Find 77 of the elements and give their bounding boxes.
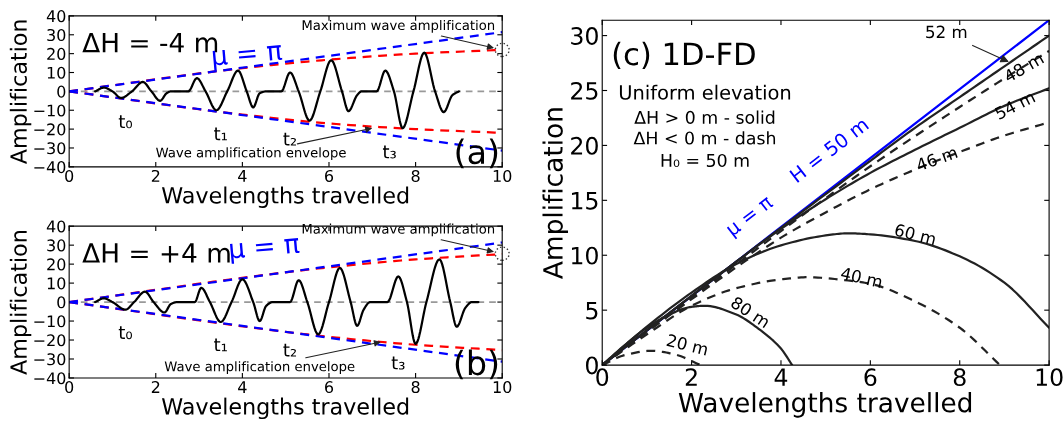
y-tick-label: 30 bbox=[47, 239, 66, 252]
annotation: 52 m bbox=[926, 25, 967, 39]
annotation: 46 m bbox=[915, 145, 958, 172]
annotation: t₃ bbox=[391, 356, 405, 370]
y-tick-label: 20 bbox=[47, 258, 66, 271]
annotation: t₃ bbox=[382, 145, 396, 159]
annotation: (a) bbox=[456, 138, 498, 169]
annotation: 60 m bbox=[894, 223, 937, 246]
y-tick-label: 40 bbox=[46, 220, 66, 233]
y-tick-label: 30 bbox=[47, 28, 66, 42]
y-tick-label: 5 bbox=[586, 301, 598, 320]
annotation: 48 m bbox=[1002, 51, 1045, 83]
x-axis-title: Wavelengths travelled bbox=[161, 186, 409, 208]
y-axis-title: Amplification bbox=[9, 20, 32, 165]
x-tick-label: 10 bbox=[1036, 368, 1063, 387]
y-tick-label: 10 bbox=[47, 277, 66, 290]
y-axis-title: Amplification bbox=[9, 231, 32, 375]
annotation: μ = π bbox=[230, 238, 301, 264]
y-tick-label: −20 bbox=[34, 334, 66, 347]
y-axis-title: Amplification bbox=[542, 108, 569, 279]
y-tick-label: 0 bbox=[57, 296, 66, 309]
annotation: Wave amplification envelope bbox=[156, 147, 346, 161]
annotation: 54 m bbox=[994, 90, 1036, 120]
x-axis-title: Wavelengths travelled bbox=[161, 397, 409, 420]
x-tick-label: 6 bbox=[325, 381, 334, 394]
annotation: t₀ bbox=[118, 115, 132, 129]
x-tick-label: 10 bbox=[493, 169, 512, 182]
y-tick-label: 20 bbox=[47, 47, 66, 60]
y-tick-label: 0 bbox=[57, 85, 66, 98]
x-tick-label: 0 bbox=[65, 381, 74, 394]
x-tick-label: 2 bbox=[685, 368, 697, 386]
x-tick-label: 8 bbox=[411, 169, 420, 182]
x-tick-label: 8 bbox=[411, 381, 420, 394]
y-tick-label: 25 bbox=[571, 81, 598, 100]
annotation: t₁ bbox=[214, 127, 227, 141]
x-tick-label: 4 bbox=[774, 368, 788, 386]
annotation: Uniform elevation bbox=[619, 84, 791, 100]
x-tick-label: 6 bbox=[325, 169, 334, 182]
y-tick-label: 10 bbox=[47, 66, 66, 79]
annotation: μ = π bbox=[726, 196, 776, 240]
annotation: ΔH < 0 m - dash bbox=[633, 131, 776, 145]
x-axis-title: Wavelengths travelled bbox=[678, 392, 972, 418]
annotation: ΔH = +4 m bbox=[82, 243, 230, 263]
y-tick-label: −20 bbox=[34, 123, 66, 136]
annotation: t₁ bbox=[214, 338, 227, 352]
y-tick-label: 10 bbox=[571, 246, 598, 265]
x-tick-label: 2 bbox=[151, 381, 160, 393]
annotation: 20 m bbox=[666, 333, 709, 356]
annotation: (c) 1D-FD bbox=[613, 41, 755, 70]
x-tick-label: 2 bbox=[151, 169, 160, 182]
annotation: (b) bbox=[455, 349, 498, 380]
annotation: 40 m bbox=[840, 266, 883, 289]
y-tick-label: −10 bbox=[34, 315, 66, 328]
x-tick-label: 0 bbox=[65, 169, 74, 182]
y-tick-label: −40 bbox=[34, 161, 66, 174]
annotation: H₀ = 50 m bbox=[661, 153, 749, 168]
x-tick-label: 10 bbox=[493, 381, 512, 394]
y-tick-label: 15 bbox=[571, 192, 598, 210]
y-tick-label: −40 bbox=[34, 372, 66, 385]
annotation: ΔH > 0 m - solid bbox=[634, 110, 775, 124]
annotation: Maximum wave amplification bbox=[302, 19, 495, 33]
annotation: t₂ bbox=[283, 132, 297, 146]
annotation: H = 50 m bbox=[789, 116, 870, 183]
x-tick-label: 4 bbox=[238, 381, 247, 393]
x-tick-label: 4 bbox=[238, 170, 247, 182]
x-tick-label: 6 bbox=[864, 368, 877, 387]
y-tick-label: 30 bbox=[571, 27, 598, 45]
annotation: t₀ bbox=[118, 326, 132, 340]
annotation: 80 m bbox=[730, 295, 771, 329]
y-tick-label: −30 bbox=[34, 142, 66, 155]
annotation: t₂ bbox=[283, 343, 297, 357]
annotation: Wave amplification envelope bbox=[164, 361, 355, 374]
x-tick-label: 8 bbox=[953, 368, 966, 387]
y-tick-label: 40 bbox=[46, 10, 66, 23]
y-tick-label: −30 bbox=[34, 353, 66, 366]
y-tick-label: −10 bbox=[34, 104, 66, 117]
y-tick-label: 20 bbox=[571, 136, 598, 155]
